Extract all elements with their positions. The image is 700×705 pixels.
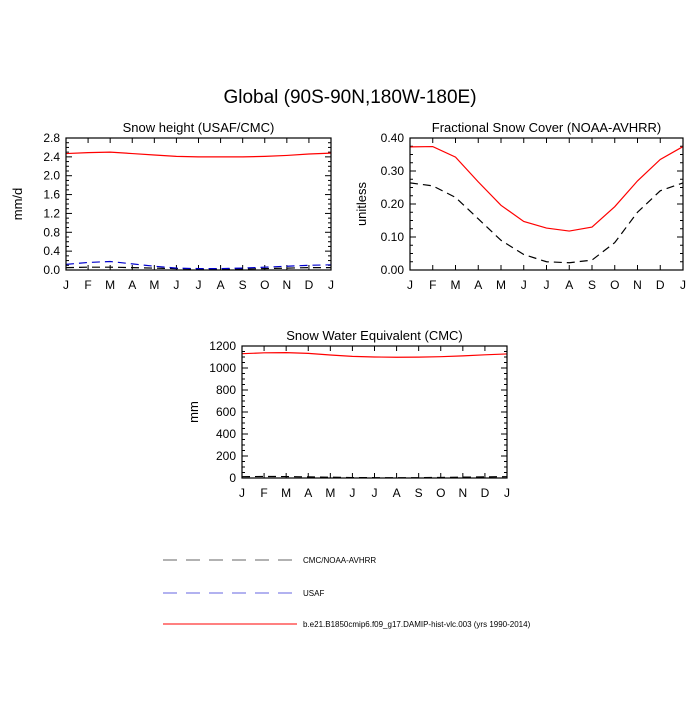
y-tick-label: 2.0 — [43, 169, 60, 183]
plot-frame — [241, 345, 508, 479]
x-tick-label: A — [128, 278, 136, 292]
x-tick-label: M — [281, 486, 291, 500]
x-tick-label: M — [105, 278, 115, 292]
series-line — [409, 182, 684, 264]
x-tick-label: A — [393, 486, 401, 500]
x-tick-label: F — [84, 278, 91, 292]
x-tick-label: M — [325, 486, 335, 500]
x-tick-label: N — [633, 278, 642, 292]
y-tick-label: 0.40 — [381, 131, 405, 145]
x-tick-label: S — [415, 486, 423, 500]
x-tick-label: J — [239, 486, 245, 500]
x-tick-label: A — [304, 486, 312, 500]
y-tick-label: 0.4 — [43, 244, 60, 258]
series-line — [65, 151, 332, 158]
x-tick-label: J — [372, 486, 378, 500]
y-tick-label: 0 — [229, 471, 236, 485]
x-tick-label: J — [407, 278, 413, 292]
y-tick-label: 0.8 — [43, 225, 60, 239]
x-tick-label: J — [328, 278, 334, 292]
x-tick-label: D — [656, 278, 665, 292]
y-tick-label: 200 — [216, 449, 236, 463]
y-tick-label: 800 — [216, 383, 236, 397]
y-tick-label: 0.0 — [43, 263, 60, 277]
x-tick-label: J — [544, 278, 550, 292]
figure-title: Global (90S-90N,180W-180E) — [223, 87, 476, 108]
chart-title: Snow height (USAF/CMC) — [123, 120, 275, 135]
y-axis-label: mm/d — [10, 188, 25, 221]
x-tick-label: A — [474, 278, 482, 292]
series-line — [65, 260, 332, 270]
chart-panel-3: Snow Water Equivalent (CMC)mmJ F M A M J J A S O N… — [186, 328, 510, 500]
series-line — [241, 351, 508, 358]
x-tick-label: J — [196, 278, 202, 292]
chart-title: Fractional Snow Cover (NOAA-AVHRR) — [432, 120, 661, 135]
x-tick-label: J — [173, 278, 179, 292]
x-tick-label: A — [217, 278, 225, 292]
y-tick-label: 1.2 — [43, 206, 60, 220]
plot-frame — [65, 137, 332, 271]
y-axis-label: mm — [186, 401, 201, 423]
x-tick-label: F — [429, 278, 436, 292]
x-tick-label: J — [504, 486, 510, 500]
series-line — [409, 145, 684, 232]
x-tick-label: O — [260, 278, 269, 292]
x-tick-label: J — [63, 278, 69, 292]
y-tick-label: 600 — [216, 405, 236, 419]
x-tick-label: A — [565, 278, 573, 292]
x-tick-label: N — [458, 486, 467, 500]
x-tick-label: M — [149, 278, 159, 292]
y-tick-label: 1.6 — [43, 188, 60, 202]
y-tick-label: 0.20 — [381, 197, 405, 211]
legend-label: CMC/NOAA-AVHRR — [303, 556, 376, 565]
x-tick-label: O — [610, 278, 619, 292]
x-tick-label: M — [451, 278, 461, 292]
y-tick-label: 0.00 — [381, 263, 405, 277]
y-tick-label: 1200 — [209, 339, 236, 353]
y-tick-label: 400 — [216, 427, 236, 441]
legend-label: USAF — [303, 589, 324, 598]
y-tick-label: 0.10 — [381, 230, 405, 244]
x-tick-label: J — [680, 278, 686, 292]
x-tick-label: S — [239, 278, 247, 292]
chart-panel-1: Snow height (USAF/CMC)mm/dJ F M A M J J A S O N D J0… — [10, 120, 334, 292]
legend-label: b.e21.B1850cmip6.f09_g17.DAMIP-hist-vlc.… — [303, 620, 531, 629]
legend: CMC/NOAA-AVHRR USAF b.e21.B1850cmip6.f09_g… — [163, 556, 531, 629]
x-tick-label: D — [481, 486, 490, 500]
x-tick-label: N — [282, 278, 291, 292]
y-axis-label: unitless — [354, 181, 369, 226]
x-tick-label: J — [349, 486, 355, 500]
x-tick-label: M — [496, 278, 506, 292]
x-tick-label: D — [305, 278, 314, 292]
y-tick-label: 0.30 — [381, 164, 405, 178]
y-tick-label: 1000 — [209, 361, 236, 375]
x-tick-label: F — [260, 486, 267, 500]
chart-panel-2: Fractional Snow Cover (NOAA-AVHRR) unitle… — [354, 120, 686, 292]
x-tick-label: O — [436, 486, 445, 500]
x-tick-label: J — [521, 278, 527, 292]
chart-title: Snow Water Equivalent (CMC) — [286, 328, 463, 343]
x-tick-label: S — [588, 278, 596, 292]
y-tick-label: 2.8 — [43, 131, 60, 145]
plot-frame — [409, 137, 684, 271]
y-tick-label: 2.4 — [43, 150, 60, 164]
